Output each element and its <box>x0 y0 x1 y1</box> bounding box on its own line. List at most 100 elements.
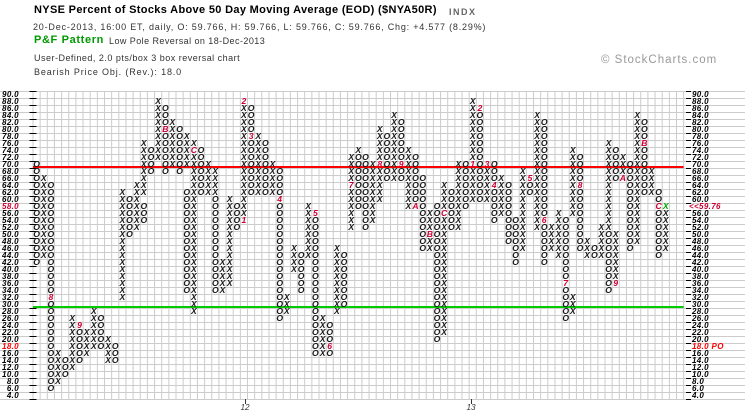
svg-text:O: O <box>562 215 569 225</box>
svg-text:X: X <box>605 145 613 155</box>
svg-text:X: X <box>254 145 262 155</box>
svg-text:78.0: 78.0 <box>2 132 19 141</box>
svg-text:O: O <box>462 201 469 211</box>
svg-text:X: X <box>133 215 141 225</box>
svg-text:O: O <box>355 173 362 183</box>
svg-text:O: O <box>276 264 283 274</box>
svg-text:62.0: 62.0 <box>2 188 19 197</box>
svg-text:O: O <box>384 145 391 155</box>
svg-text:X: X <box>219 257 227 267</box>
svg-text:O: O <box>398 152 405 162</box>
svg-text:X: X <box>605 194 613 204</box>
svg-text:X: X <box>154 124 162 134</box>
svg-text:O: O <box>641 187 648 197</box>
svg-text:X: X <box>347 222 355 232</box>
svg-text:X: X <box>240 187 248 197</box>
svg-text:O: O <box>627 187 634 197</box>
svg-text:O: O <box>312 229 319 239</box>
svg-text:X: X <box>605 159 613 169</box>
svg-text:X: X <box>605 180 613 190</box>
svg-text:X: X <box>240 124 248 134</box>
svg-text:44.0: 44.0 <box>691 251 709 260</box>
svg-text:X: X <box>369 159 377 169</box>
svg-text:X: X <box>612 264 620 274</box>
svg-text:X: X <box>569 194 577 204</box>
svg-text:X: X <box>226 194 234 204</box>
svg-text:58.0: 58.0 <box>2 202 19 211</box>
svg-text:60.0: 60.0 <box>2 195 19 204</box>
svg-text:O: O <box>276 222 283 232</box>
svg-text:X: X <box>519 166 527 176</box>
svg-text:X: X <box>347 187 355 197</box>
svg-text:O: O <box>562 285 569 295</box>
svg-text:O: O <box>112 355 119 365</box>
svg-text:X: X <box>190 166 198 176</box>
svg-text:X: X <box>519 208 527 218</box>
svg-text:6.0: 6.0 <box>692 384 704 393</box>
svg-text:X: X <box>548 229 556 239</box>
svg-text:X: X <box>240 117 248 127</box>
svg-text:X: X <box>169 138 177 148</box>
svg-text:O: O <box>434 327 441 337</box>
svg-text:O: O <box>98 334 105 344</box>
svg-text:X: X <box>612 271 620 281</box>
svg-text:O: O <box>541 222 548 232</box>
svg-text:O: O <box>312 271 319 281</box>
svg-text:X: X <box>440 285 448 295</box>
svg-text:70.0: 70.0 <box>2 160 19 169</box>
svg-text:O: O <box>276 236 283 246</box>
svg-text:O: O <box>627 229 634 239</box>
svg-text:30.0: 30.0 <box>2 300 19 309</box>
svg-text:X: X <box>304 229 312 239</box>
svg-text:X: X <box>533 208 541 218</box>
svg-text:X: X <box>40 208 48 218</box>
svg-text:O: O <box>183 194 190 204</box>
svg-text:O: O <box>641 166 648 176</box>
svg-text:X: X <box>219 278 227 288</box>
svg-text:X: X <box>40 201 48 211</box>
svg-text:X: X <box>119 187 127 197</box>
svg-text:X: X <box>583 243 591 253</box>
svg-text:O: O <box>326 327 333 337</box>
svg-text:88.0: 88.0 <box>692 97 709 106</box>
svg-text:X: X <box>533 187 541 197</box>
svg-text:O: O <box>48 334 55 344</box>
svg-text:O: O <box>312 285 319 295</box>
svg-text:O: O <box>462 180 469 190</box>
svg-text:X: X <box>133 201 141 211</box>
svg-text:26.0: 26.0 <box>691 314 709 323</box>
svg-text:X: X <box>204 187 212 197</box>
svg-text:O: O <box>48 348 55 358</box>
svg-text:X: X <box>376 194 384 204</box>
svg-text:O: O <box>362 215 369 225</box>
svg-text:X: X <box>390 131 398 141</box>
svg-text:O: O <box>419 208 426 218</box>
svg-text:O: O <box>477 166 484 176</box>
svg-text:90.0: 90.0 <box>2 90 19 99</box>
svg-text:O: O <box>198 173 205 183</box>
svg-text:X: X <box>497 194 505 204</box>
svg-text:X: X <box>140 187 148 197</box>
svg-text:78.0: 78.0 <box>692 132 709 141</box>
svg-text:X: X <box>190 285 198 295</box>
svg-text:O: O <box>276 229 283 239</box>
svg-text:X: X <box>40 187 48 197</box>
svg-text:X: X <box>519 173 527 183</box>
svg-text:O: O <box>434 236 441 246</box>
svg-text:X: X <box>119 278 127 288</box>
svg-text:O: O <box>541 138 548 148</box>
svg-text:X: X <box>440 215 448 225</box>
svg-text:O: O <box>512 257 519 267</box>
svg-text:X: X <box>497 208 505 218</box>
svg-text:X: X <box>354 145 362 155</box>
svg-text:X: X <box>633 138 641 148</box>
svg-text:X: X <box>226 271 234 281</box>
svg-text:O: O <box>434 299 441 309</box>
svg-text:X: X <box>83 348 91 358</box>
svg-text:O: O <box>462 173 469 183</box>
svg-text:X: X <box>548 236 556 246</box>
svg-text:O: O <box>326 334 333 344</box>
svg-text:X: X <box>619 152 627 162</box>
svg-text:O: O <box>148 152 155 162</box>
svg-text:X: X <box>440 180 448 190</box>
